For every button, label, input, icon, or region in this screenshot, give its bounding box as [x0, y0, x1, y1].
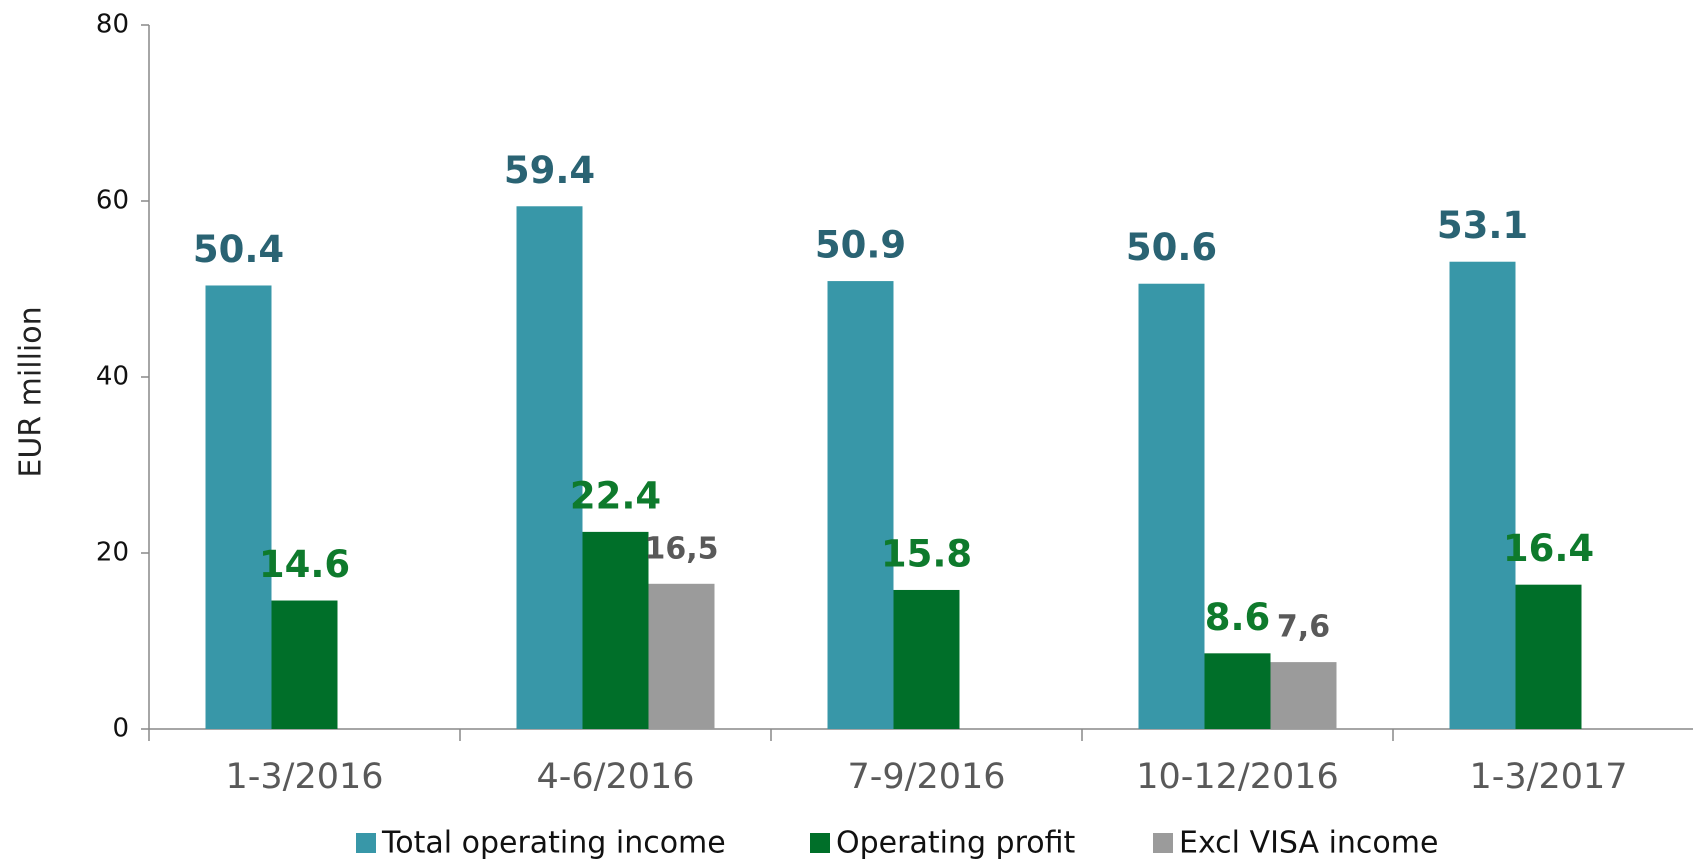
legend-swatch	[1153, 833, 1173, 853]
legend-label: Operating profit	[836, 826, 1075, 861]
value-label: 16,5	[644, 531, 718, 566]
x-tick-label: 4-6/2016	[536, 757, 694, 797]
bar	[1270, 662, 1337, 729]
bar	[1204, 653, 1271, 729]
bar	[516, 206, 583, 729]
legend-swatch	[810, 833, 830, 853]
y-tick-label: 80	[96, 10, 129, 40]
bar	[205, 285, 272, 729]
x-tick-label: 10-12/2016	[1136, 757, 1339, 797]
value-label: 14.6	[259, 543, 350, 586]
value-label: 22.4	[570, 474, 661, 517]
bar	[648, 583, 715, 729]
y-tick-label: 60	[96, 186, 129, 216]
value-label: 59.4	[504, 149, 595, 192]
y-tick-label: 20	[96, 538, 129, 568]
legend-label: Total operating income	[381, 826, 726, 861]
value-label: 50.4	[193, 228, 284, 271]
y-tick-label: 40	[96, 362, 129, 392]
bar	[1449, 261, 1516, 729]
y-tick-label: 0	[112, 714, 129, 744]
bar	[1515, 584, 1582, 729]
x-tick-label: 1-3/2016	[225, 757, 383, 797]
y-axis-label: EUR million	[14, 306, 49, 477]
value-label: 50.9	[815, 224, 906, 267]
legend-swatch	[356, 833, 376, 853]
bar	[1138, 283, 1205, 729]
x-tick-label: 7-9/2016	[847, 757, 1005, 797]
legend-label: Excl VISA income	[1179, 826, 1438, 861]
value-label: 8.6	[1205, 596, 1271, 639]
value-label: 16.4	[1503, 527, 1594, 570]
bar	[893, 589, 960, 729]
x-tick-label: 1-3/2017	[1469, 757, 1627, 797]
bar	[582, 531, 649, 729]
value-label: 50.6	[1126, 226, 1217, 269]
value-label: 53.1	[1437, 204, 1528, 247]
value-label: 7,6	[1277, 610, 1330, 645]
bar	[827, 281, 894, 729]
value-label: 15.8	[881, 532, 972, 575]
bar	[271, 600, 338, 729]
